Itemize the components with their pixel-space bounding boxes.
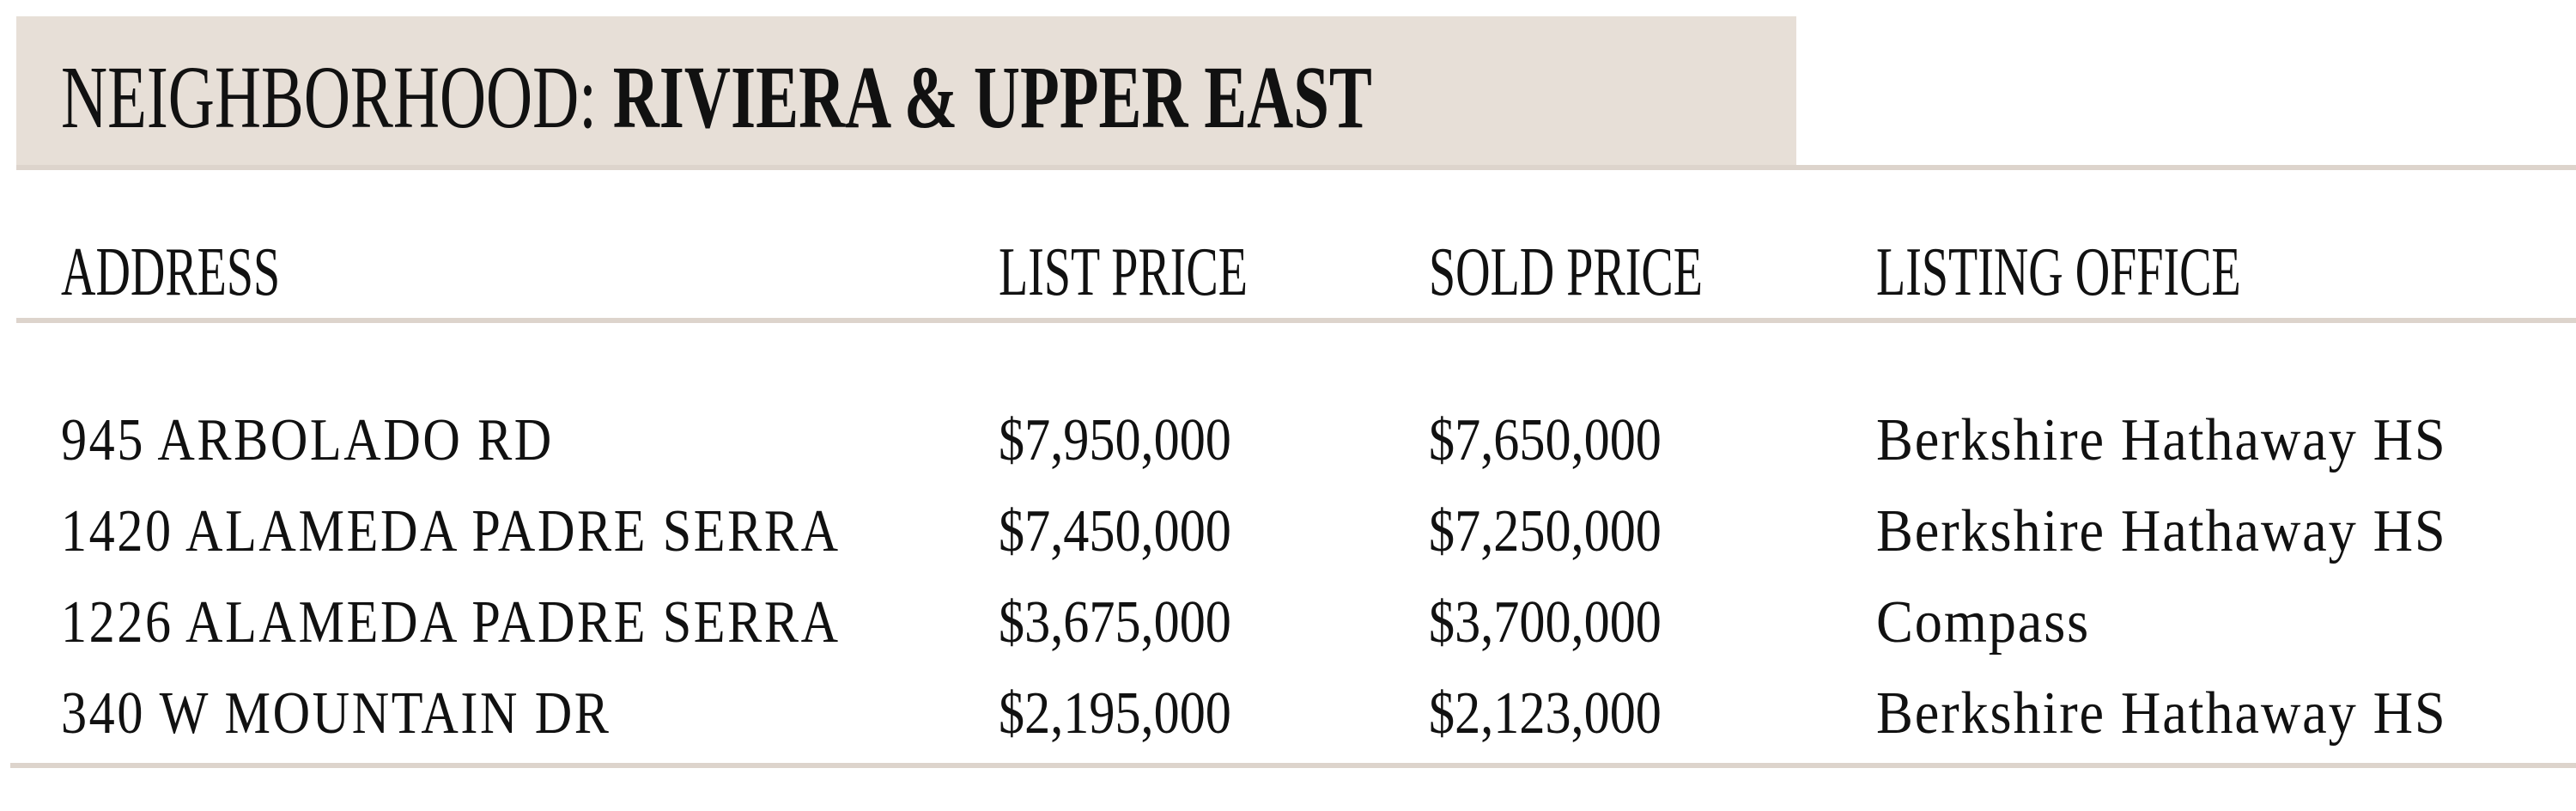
office-cell: Berkshire Hathaway HS bbox=[1876, 680, 2447, 747]
address-cell: 1420 ALAMEDA PADRE SERRA bbox=[61, 498, 841, 564]
sold-price-cell: $7,650,000 bbox=[1429, 407, 1662, 473]
column-header-listing-office: LISTING OFFICE bbox=[1876, 235, 2241, 310]
column-header-address: ADDRESS bbox=[61, 235, 281, 310]
office-cell: Compass bbox=[1876, 589, 2091, 656]
sold-price-cell: $7,250,000 bbox=[1429, 498, 1662, 564]
office-cell: Berkshire Hathaway HS bbox=[1876, 498, 2447, 564]
neighborhood-name: RIVIERA & UPPER EAST bbox=[612, 48, 1372, 147]
column-header-list-price: LIST PRICE bbox=[999, 235, 1248, 310]
sold-price-cell: $2,123,000 bbox=[1429, 680, 1662, 747]
column-header-sold-price: SOLD PRICE bbox=[1429, 235, 1703, 310]
address-cell: 1226 ALAMEDA PADRE SERRA bbox=[61, 589, 841, 656]
address-cell: 945 ARBOLADO RD bbox=[61, 407, 554, 473]
title-label: NEIGHBORHOOD: bbox=[61, 48, 597, 147]
office-cell: Berkshire Hathaway HS bbox=[1876, 407, 2447, 473]
header-divider bbox=[16, 165, 2576, 170]
list-price-cell: $2,195,000 bbox=[999, 680, 1231, 747]
list-price-cell: $7,950,000 bbox=[999, 407, 1231, 473]
sold-price-cell: $3,700,000 bbox=[1429, 589, 1662, 656]
neighborhood-header bbox=[16, 16, 1796, 168]
table-bottom-divider bbox=[10, 763, 2576, 768]
list-price-cell: $7,450,000 bbox=[999, 498, 1231, 564]
column-header-divider bbox=[16, 318, 2576, 323]
list-price-cell: $3,675,000 bbox=[999, 589, 1231, 656]
page-title: NEIGHBORHOOD: RIVIERA & UPPER EAST bbox=[61, 53, 1372, 143]
address-cell: 340 W MOUNTAIN DR bbox=[61, 680, 611, 747]
